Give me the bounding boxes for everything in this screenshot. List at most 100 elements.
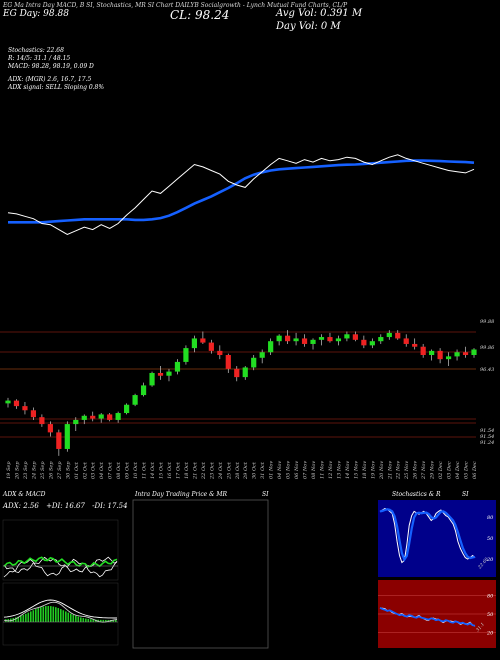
date-label: 20 Nov [379,461,385,480]
macd-histogram-bar [75,615,77,622]
date-label: 27 Nov [421,461,427,480]
candle-body [276,335,282,342]
di-plus-line [3,556,118,574]
date-label: 25 Nov [404,461,410,480]
candle-body [115,413,121,420]
candle-body [47,424,53,433]
price-axis-label: 96.43 [480,367,494,373]
info-rsi: R: 14/5: 31.1 / 48.15 [8,55,71,62]
candle-body [344,334,350,339]
date-label: 18 Nov [362,461,368,479]
macd-histogram-bar [102,619,105,622]
di-minus-value: -DI: 17.54 [92,502,128,510]
stochastic-d-line [379,508,476,562]
info-stochastics: Stochastics: 22.68 [8,47,64,54]
macd-histogram-bar [40,607,42,622]
candle-body [369,341,375,346]
date-label: 05 Dec [464,461,470,479]
date-label: 07 Nov [303,461,309,479]
macd-histogram-bar [100,619,102,622]
candle-body [327,337,333,342]
candle-body [403,338,409,344]
date-label: 03 Dec [447,461,453,479]
macd-histogram-bar [67,612,70,622]
date-label: 05 Nov [286,461,292,479]
header-line-1: EG Ma Intra Day MACD, B SI, Stochastics,… [3,2,348,9]
stochastics-tick-label: 80 [487,515,494,521]
macd-line [3,599,117,619]
macd-histogram-bar [85,618,87,622]
date-label: 24 Sep [31,461,37,480]
date-label: 24 Oct [218,461,224,480]
info-adx: ADX: (MGR) 2.6, 16.7, 17.5 [8,76,92,83]
date-label: 21 Nov [387,461,393,480]
candle-body [73,419,79,425]
date-label: 14 Oct [150,461,156,479]
macd-histogram-bar [105,619,107,622]
indicator-info: Stochastics: 22.68 R: 14/5: 31.1 / 48.15… [8,47,104,92]
candle-body [454,352,460,357]
stochastics-tick-label: 50 [487,536,494,542]
macd-histogram-bar [112,619,115,622]
macd-histogram-bar [70,613,72,622]
price-axis-label: 91.54 [480,428,494,434]
candle-body [352,334,358,340]
candle-body [251,357,257,368]
adx-panel-title: ADX & MACD [3,491,46,498]
candle-body [140,385,147,396]
candle-body [293,338,299,342]
candle-body [310,339,316,344]
day-volume: Day Vol: 0 M [276,21,341,32]
date-label: 26 Nov [413,461,419,480]
date-label: 28 Oct [235,461,241,480]
macd-histogram-bar [22,614,25,622]
date-label: 23 Sep [23,461,29,480]
macd-histogram-bar [115,619,117,622]
date-label: 02 Dec [438,461,444,479]
candle-body [234,368,240,378]
info-macd: MACD: 98.28, 98.19, 0.09 D [8,63,94,70]
candle-body [124,404,130,414]
rsi-last-value: 31.1 [475,622,486,634]
candle-body [301,338,308,344]
date-label: 17 Oct [175,461,181,479]
candle-body [429,350,435,356]
date-label: 08 Oct [116,461,122,479]
candle-body [437,350,443,360]
candle-body [200,338,206,343]
header-line-2: EG Day: 98.88 [3,9,69,19]
date-label: 06 Dec [472,461,478,479]
candle-body [268,341,274,353]
stoch-panel-title: Stochastics & R [392,491,441,498]
date-label: 31 Oct [260,461,266,479]
macd-histogram-bar [27,612,30,622]
date-label: 02 Oct [82,461,88,479]
date-label: 29 Oct [243,461,249,480]
candle-body [318,337,325,340]
candle-body [259,352,265,358]
intraday-panel [132,499,269,649]
macd-histogram-bar [35,609,37,622]
date-label: 12 Nov [328,461,334,479]
date-label: 03 Oct [91,461,97,479]
candle-body [386,332,392,338]
candle-body [242,367,248,378]
price-axis-label: 91.24 [480,440,494,446]
candle-body [166,371,172,376]
rsi-tick-label: 80 [487,593,494,599]
candle-body [462,352,469,356]
date-label: 07 Oct [108,461,114,479]
adx-values: ADX: 2.56 +DI: 16.67 -DI: 17.54 [3,502,128,510]
candle-body [445,356,452,360]
candle-body [13,400,20,407]
macd-histogram-bar [92,619,95,622]
date-label: 25 Sep [40,461,46,480]
candle-body [5,400,11,404]
macd-histogram-bar [90,619,92,622]
macd-histogram-bar [32,610,35,622]
macd-histogram-bar [30,611,32,622]
di-plus-value: +DI: 16.67 [46,502,85,510]
date-label: 21 Oct [192,461,198,480]
macd-histogram-bar [45,606,47,622]
price-line [7,154,475,235]
